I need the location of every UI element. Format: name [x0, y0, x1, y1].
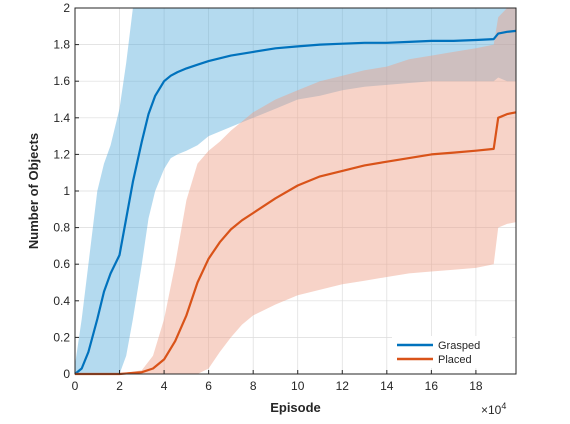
- confidence-band-placed: [75, 8, 516, 374]
- x-tick-label: 4: [161, 379, 168, 393]
- y-tick-label: 0.4: [53, 294, 70, 308]
- y-tick-label: 2: [63, 1, 70, 15]
- x-multiplier-base: ×10: [481, 403, 502, 417]
- legend-label-placed: Placed: [438, 354, 472, 366]
- x-tick-label: 18: [469, 379, 483, 393]
- x-tick-label: 6: [205, 379, 212, 393]
- confidence-bands: [75, 8, 516, 374]
- axis-ticks: 0 2 4 6 8 10 12 14 16 18 0 0.2 0.4 0.6 0.8 1 1.2 1.4 1.6 1.…: [53, 1, 483, 393]
- x-axis-multiplier: ×104: [481, 401, 506, 417]
- y-axis-label: Number of Objects: [26, 133, 41, 249]
- x-tick-label: 2: [116, 379, 123, 393]
- x-multiplier-exponent: 4: [501, 401, 506, 411]
- x-tick-label: 12: [336, 379, 350, 393]
- y-tick-label: 0.2: [53, 330, 70, 344]
- y-tick-label: 1.6: [53, 74, 70, 88]
- y-tick-label: 0: [63, 367, 70, 381]
- legend-label-grasped: Grasped: [438, 340, 480, 352]
- y-tick-label: 1: [63, 184, 70, 198]
- series-line-grasped: [74, 29, 517, 375]
- x-tick-label: 0: [72, 379, 79, 393]
- legend-box: [392, 336, 512, 368]
- x-tick-label: 14: [380, 379, 394, 393]
- y-tick-label: 0.8: [53, 221, 70, 235]
- y-tick-label: 1.2: [53, 147, 70, 161]
- x-axis-label: Episode: [270, 400, 321, 415]
- series-line-placed: [75, 111, 517, 376]
- x-tick-label: 10: [291, 379, 305, 393]
- y-tick-label: 1.8: [53, 38, 70, 52]
- series-lines: [74, 29, 517, 376]
- legend: Grasped Placed: [392, 336, 512, 368]
- x-tick-label: 16: [425, 379, 439, 393]
- y-tick-label: 1.4: [53, 111, 70, 125]
- confidence-band-grasped: [75, 8, 516, 374]
- x-tick-label: 8: [250, 379, 257, 393]
- y-tick-label: 0.6: [53, 257, 70, 271]
